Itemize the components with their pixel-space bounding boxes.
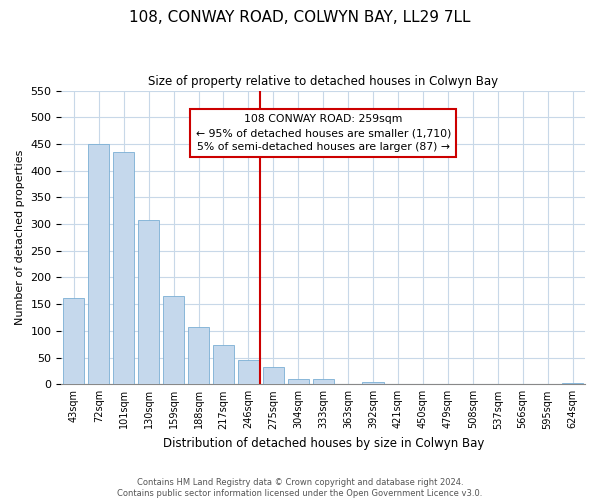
Bar — [88, 144, 109, 384]
Bar — [138, 220, 159, 384]
Text: 108, CONWAY ROAD, COLWYN BAY, LL29 7LL: 108, CONWAY ROAD, COLWYN BAY, LL29 7LL — [129, 10, 471, 25]
Bar — [562, 382, 583, 384]
Bar — [263, 366, 284, 384]
Bar — [213, 345, 234, 385]
Text: 108 CONWAY ROAD: 259sqm
← 95% of detached houses are smaller (1,710)
5% of semi-: 108 CONWAY ROAD: 259sqm ← 95% of detache… — [196, 114, 451, 152]
Bar — [113, 152, 134, 384]
Bar — [313, 379, 334, 384]
Text: Contains HM Land Registry data © Crown copyright and database right 2024.
Contai: Contains HM Land Registry data © Crown c… — [118, 478, 482, 498]
X-axis label: Distribution of detached houses by size in Colwyn Bay: Distribution of detached houses by size … — [163, 437, 484, 450]
Bar — [188, 326, 209, 384]
Bar — [287, 379, 309, 384]
Bar — [238, 360, 259, 384]
Bar — [63, 298, 85, 384]
Title: Size of property relative to detached houses in Colwyn Bay: Size of property relative to detached ho… — [148, 75, 498, 88]
Y-axis label: Number of detached properties: Number of detached properties — [15, 150, 25, 325]
Bar — [163, 296, 184, 384]
Bar — [362, 382, 383, 384]
